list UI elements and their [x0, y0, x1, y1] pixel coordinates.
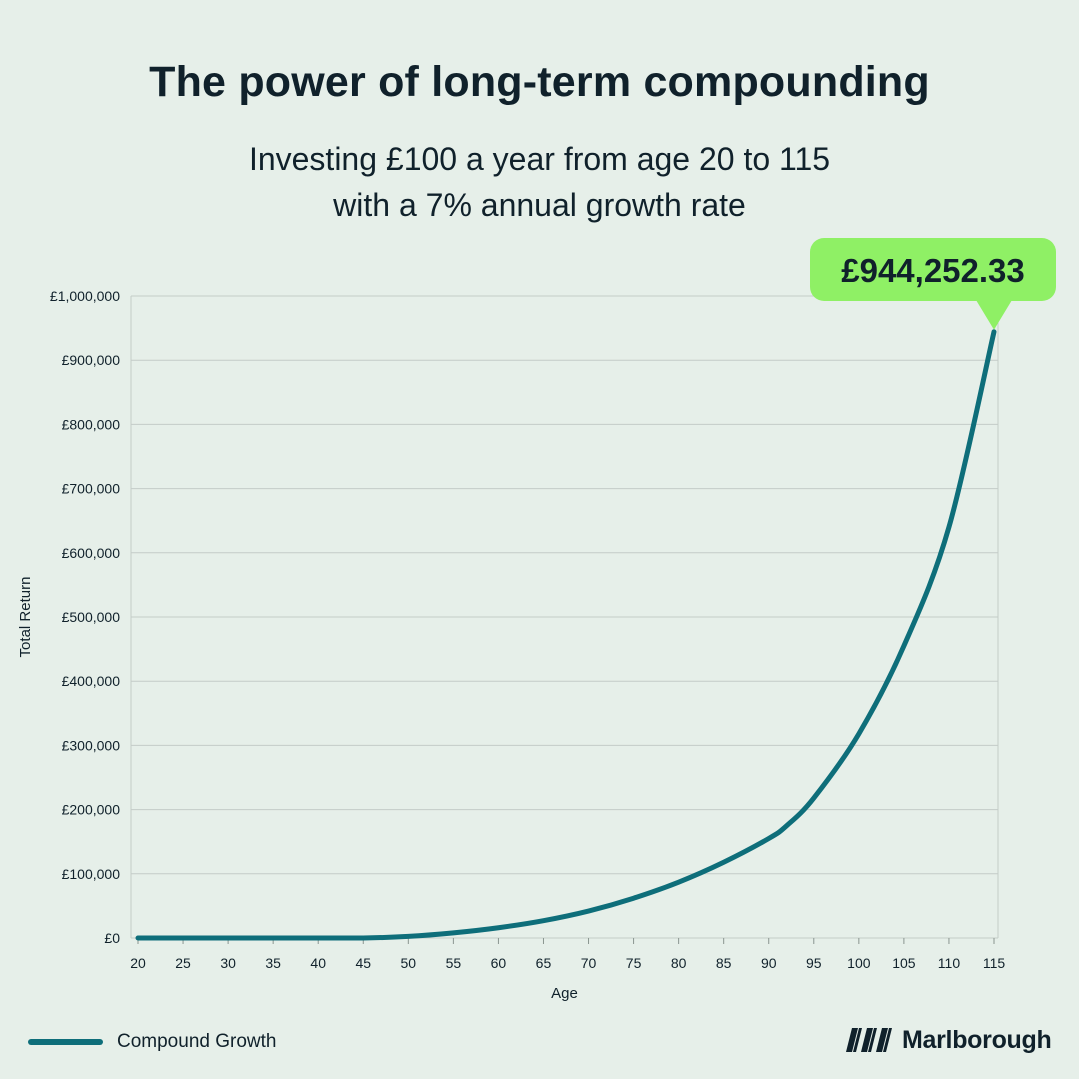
- chart-subtitle: Investing £100 a year from age 20 to 115…: [0, 136, 1079, 228]
- x-tick-label: 40: [310, 955, 326, 971]
- y-axis-label: Total Return: [17, 577, 34, 658]
- x-tick-label: 65: [536, 955, 552, 971]
- x-tick-label: 85: [716, 955, 732, 971]
- y-tick-label: £0: [104, 930, 120, 946]
- y-tick-label: £1,000,000: [50, 288, 120, 304]
- x-tick-label: 60: [491, 955, 507, 971]
- y-tick-label: £900,000: [62, 352, 121, 368]
- legend-swatch-compound-growth: [28, 1039, 103, 1045]
- x-tick-label: 75: [626, 955, 642, 971]
- gridlines: [131, 295, 998, 939]
- subtitle-line-1: Investing £100 a year from age 20 to 115: [248, 141, 831, 177]
- x-tick-label: 45: [355, 955, 371, 971]
- legend-label: Compound Growth: [117, 1031, 277, 1052]
- callout-value-label: £944,252.33: [841, 252, 1025, 289]
- y-tick-label: £100,000: [62, 866, 121, 882]
- x-tick-label: 35: [265, 955, 281, 971]
- value-callout: £944,252.33: [810, 238, 1056, 330]
- series-layer: [135, 329, 997, 941]
- y-tick-label: £400,000: [62, 673, 121, 689]
- axes: [130, 296, 999, 944]
- callout-box: [810, 238, 1056, 301]
- y-tick-label: £500,000: [62, 609, 121, 625]
- x-tick-label: 115: [983, 955, 1006, 971]
- x-tick-label: 50: [401, 955, 417, 971]
- x-tick-label: 20: [130, 955, 146, 971]
- y-tick-label: £800,000: [62, 416, 121, 432]
- y-tick-label: £200,000: [62, 802, 121, 818]
- x-tick-label: 95: [806, 955, 822, 971]
- x-tick-label: 110: [938, 955, 961, 971]
- marlborough-logo-icon: [846, 1028, 892, 1052]
- y-tick-label: £700,000: [62, 481, 121, 497]
- callout-pointer: [976, 300, 1012, 330]
- x-tick-label: 100: [847, 955, 871, 971]
- y-tick-label: £300,000: [62, 737, 121, 753]
- y-tick-labels: £0 £100,000 £200,000 £300,000 £400,000 £500,0…: [50, 288, 120, 946]
- chart-title: The power of long-term compounding: [149, 58, 930, 106]
- series-line-compound-growth: [135, 329, 997, 941]
- y-tick-label: £600,000: [62, 545, 121, 561]
- x-tick-label: 30: [220, 955, 236, 971]
- x-tick-label: 80: [671, 955, 687, 971]
- legend: Compound Growth: [28, 1028, 276, 1056]
- brand-name: Marlborough: [902, 1025, 1052, 1054]
- x-tick-labels: 20 25 30 35 40 45 50 55 60 65 70 75 80 85 90 95 100 105 11…: [130, 955, 1005, 971]
- brand-logo: Marlborough: [846, 1022, 1052, 1058]
- x-axis-label: Age: [551, 985, 578, 1002]
- x-tick-label: 70: [581, 955, 597, 971]
- x-tick-label: 55: [446, 955, 462, 971]
- subtitle-line-2: with a 7% annual growth rate: [333, 187, 746, 223]
- x-tick-label: 90: [761, 955, 777, 971]
- x-tick-label: 105: [892, 955, 916, 971]
- x-tick-label: 25: [175, 955, 191, 971]
